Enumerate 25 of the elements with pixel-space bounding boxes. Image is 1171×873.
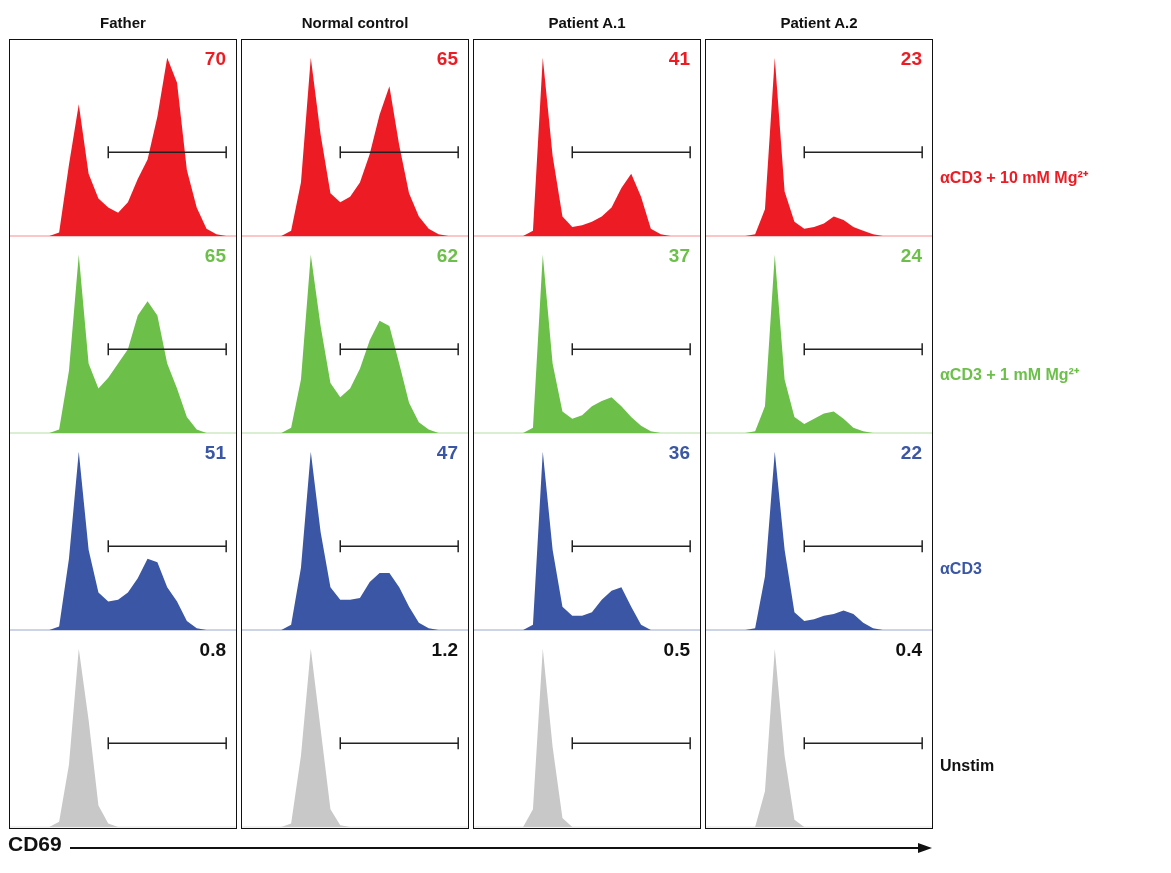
annotation: 65 <box>204 245 226 267</box>
annotation: 70 <box>204 48 226 70</box>
text: αCD3 + 10 mM Mg²⁺ <box>940 168 1088 188</box>
annotation: 0.4 <box>895 639 922 661</box>
chart-title: Patient A.2 <box>779 14 859 31</box>
text: Unstim <box>940 757 995 775</box>
annotation: 24 <box>900 245 922 267</box>
chart-title: Normal control <box>300 14 410 31</box>
annotation: 47 <box>436 442 458 464</box>
annotation: 22 <box>900 442 922 464</box>
annotation: 23 <box>900 48 922 70</box>
chart-title: Father <box>99 14 147 31</box>
annotation: 41 <box>668 48 690 70</box>
annotation: 51 <box>204 442 226 464</box>
x-axis-title: CD69 <box>8 832 62 856</box>
text: αCD3 + 1 mM Mg²⁺ <box>940 365 1079 385</box>
annotation: 0.5 <box>663 639 690 661</box>
chart-title: Patient A.1 <box>547 14 627 31</box>
annotation: 1.2 <box>431 639 458 661</box>
annotation: 36 <box>668 442 690 464</box>
annotation: 65 <box>436 48 458 70</box>
annotation: 37 <box>668 245 690 267</box>
annotation: 62 <box>436 245 458 267</box>
annotation: 0.8 <box>199 639 226 661</box>
text: αCD3 <box>940 560 982 578</box>
